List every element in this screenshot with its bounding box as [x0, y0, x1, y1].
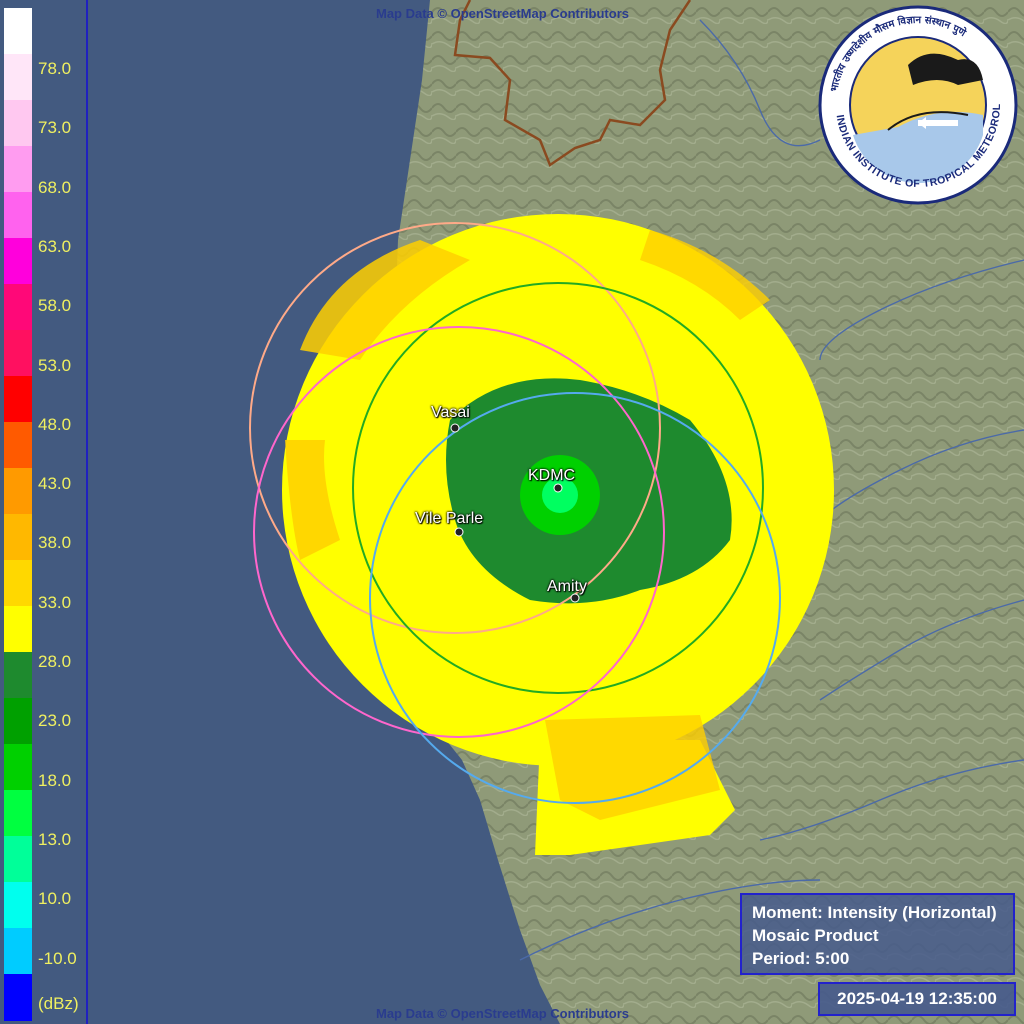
legend-label: 33.0 [38, 592, 72, 612]
legend-label: 58.0 [38, 296, 72, 316]
color-swatch [4, 54, 32, 101]
site-label-amity: Amity [547, 578, 587, 595]
vasai-range-ring [249, 222, 661, 634]
product-info-panel: Moment: Intensity (Horizontal) Mosaic Pr… [740, 893, 1015, 975]
echo-orange-patch [285, 440, 340, 560]
legend-label: 63.0 [38, 236, 72, 256]
color-swatch [4, 836, 32, 883]
site-label-vile-parle: Vile Parle [415, 510, 484, 527]
echo-orange-patch [545, 715, 720, 820]
moment-text: Moment: Intensity (Horizontal) [752, 903, 997, 922]
color-swatch [4, 330, 32, 377]
color-swatch [4, 376, 32, 423]
color-swatch [4, 422, 32, 469]
color-swatch [4, 284, 32, 331]
legend-label: 68.0 [38, 177, 72, 197]
legend-label: 53.0 [38, 355, 72, 375]
color-swatch [4, 238, 32, 285]
radar-site-markers [450, 423, 580, 603]
color-swatch [4, 882, 32, 929]
vile-parle-marker[interactable] [454, 527, 464, 537]
timestamp-box: 2025-04-19 12:35:00 [818, 982, 1016, 1016]
legend-label: -10.0 [38, 948, 77, 968]
echo-bright-core [542, 477, 578, 513]
color-swatch [4, 100, 32, 147]
color-swatch [4, 146, 32, 193]
iitm-logo: INDIAN INSTITUTE OF TROPICAL METEOROLOGY… [818, 5, 1018, 205]
color-swatch [4, 560, 32, 607]
color-scale-bar [4, 8, 32, 1021]
color-swatch [4, 192, 32, 239]
legend-unit: (dBz) [38, 994, 79, 1013]
map-attribution-bottom: Map Data © OpenStreetMap Contributors [376, 1006, 629, 1021]
vasai-marker[interactable] [450, 423, 460, 433]
amity-marker[interactable] [570, 593, 580, 603]
legend-label: 38.0 [38, 533, 72, 553]
color-swatch [4, 514, 32, 561]
color-swatch [4, 974, 32, 1021]
legend-label: 23.0 [38, 711, 72, 731]
legend-label: 73.0 [38, 118, 72, 138]
legend-label: 18.0 [38, 770, 72, 790]
color-swatch [4, 744, 32, 791]
legend-label: 28.0 [38, 652, 72, 671]
color-scale-legend: 78.0 73.0 68.0 63.0 58.0 53.0 48.0 43.0 38.0 33.0… [0, 0, 88, 1024]
color-swatch [4, 606, 32, 653]
map-attribution-top: Map Data © OpenStreetMap Contributors [376, 6, 629, 21]
kdmc-marker[interactable] [553, 483, 563, 493]
legend-label: 48.0 [38, 414, 72, 434]
district-boundary [453, 0, 692, 167]
color-swatch [4, 652, 32, 699]
legend-label: 10.0 [38, 889, 72, 909]
echo-orange-patch [640, 230, 770, 320]
rivers [519, 19, 1024, 961]
site-label-vasai: Vasai [431, 404, 470, 421]
color-swatch [4, 790, 32, 837]
color-swatch [4, 468, 32, 515]
vile-parle-range-ring [253, 326, 665, 738]
color-swatch [4, 8, 32, 55]
radar-range-rings [249, 222, 781, 804]
legend-label: 43.0 [38, 474, 72, 494]
color-swatch [4, 928, 32, 975]
legend-label: 13.0 [38, 829, 72, 849]
legend-label: 78.0 [38, 59, 72, 78]
echo-orange-patch [300, 240, 470, 360]
period-text: Period: 5:00 [752, 949, 850, 968]
site-label-kdmc: KDMC [528, 467, 576, 484]
product-text: Mosaic Product [752, 926, 879, 945]
amity-range-ring [369, 392, 781, 804]
kdmc-range-ring [352, 282, 764, 694]
color-swatch [4, 698, 32, 745]
